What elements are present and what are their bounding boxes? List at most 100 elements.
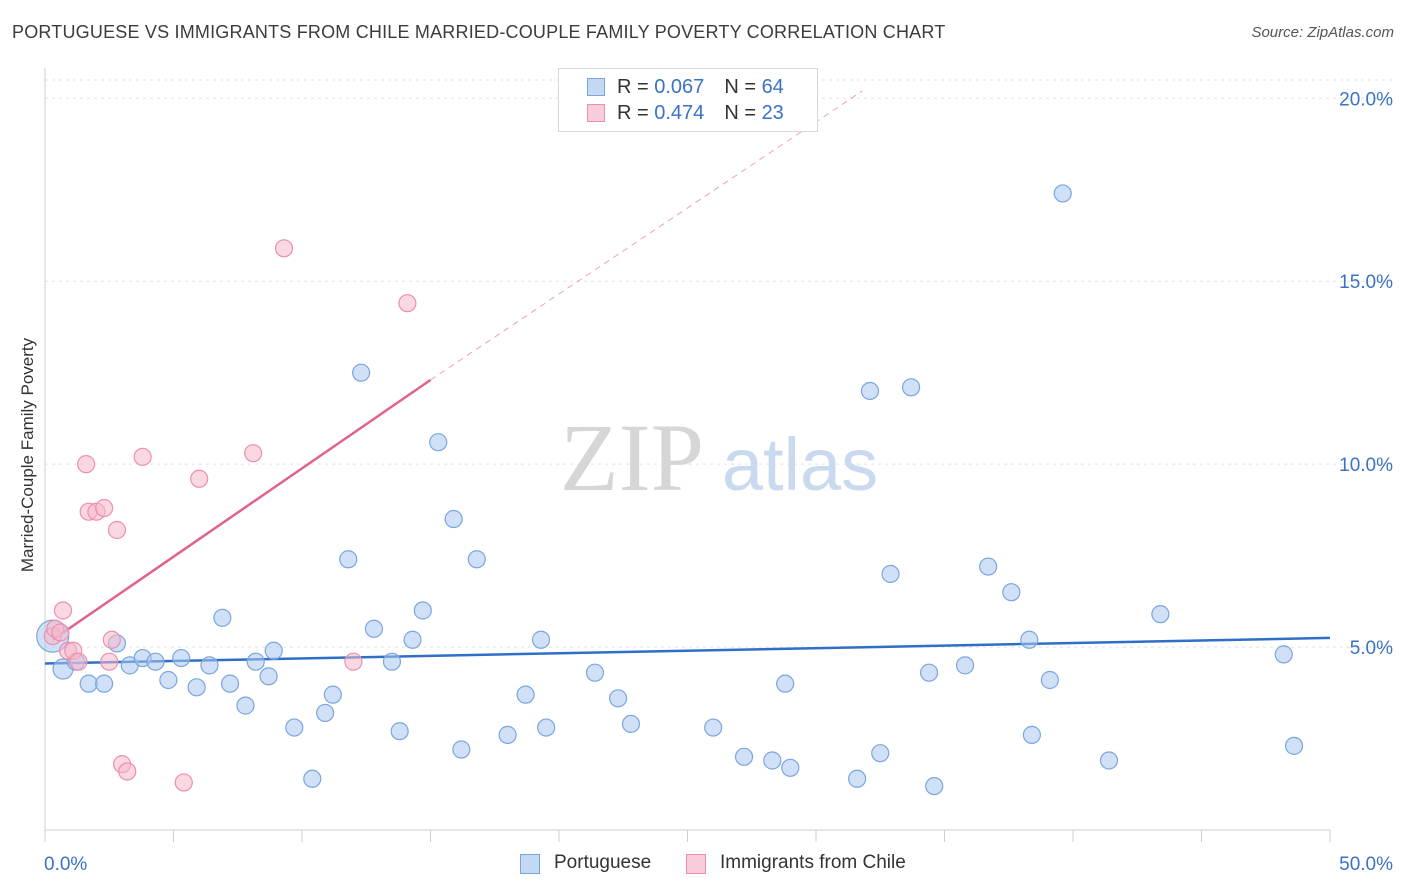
legend-n-value: 64 bbox=[761, 76, 784, 98]
point-portuguese bbox=[621, 714, 641, 734]
point-portuguese bbox=[200, 656, 219, 675]
x-tick-label: 50.0% bbox=[1339, 854, 1393, 875]
point-portuguese bbox=[498, 725, 517, 744]
point-portuguese bbox=[285, 718, 304, 737]
point-chile bbox=[190, 469, 209, 488]
point-portuguese bbox=[871, 744, 890, 763]
point-portuguese bbox=[979, 557, 998, 576]
point-portuguese bbox=[704, 718, 723, 737]
point-chile bbox=[77, 455, 96, 474]
gridlines bbox=[45, 79, 1392, 648]
trend-line-chile bbox=[52, 378, 432, 641]
point-portuguese bbox=[1284, 736, 1304, 755]
point-portuguese bbox=[364, 619, 384, 638]
point-chile bbox=[398, 294, 417, 313]
point-chile bbox=[69, 652, 88, 671]
point-chile bbox=[244, 444, 263, 463]
y-axis-label: Married-Couple Family Poverty bbox=[18, 337, 37, 573]
point-portuguese bbox=[516, 685, 535, 704]
point-portuguese bbox=[429, 433, 448, 452]
point-portuguese bbox=[776, 674, 795, 693]
bottom-legend-label: Immigrants from Chile bbox=[720, 852, 906, 873]
trend-lines bbox=[44, 90, 1331, 665]
point-portuguese bbox=[1022, 725, 1041, 744]
y-tick-labels: 5.0% 10.0% 15.0% 20.0% bbox=[1339, 89, 1393, 659]
trend-line-portuguese bbox=[44, 636, 1331, 665]
point-chile bbox=[95, 498, 114, 518]
point-chile bbox=[107, 520, 127, 540]
legend-r-label: R = bbox=[617, 76, 655, 98]
point-portuguese bbox=[452, 740, 471, 759]
point-portuguese bbox=[609, 689, 628, 708]
point-portuguese bbox=[848, 769, 867, 788]
chart-title: PORTUGUESE VS IMMIGRANTS FROM CHILE MARR… bbox=[12, 22, 946, 42]
legend-swatch-blue bbox=[587, 78, 605, 96]
point-portuguese bbox=[1020, 630, 1039, 649]
point-chile bbox=[53, 601, 73, 620]
point-portuguese bbox=[467, 550, 486, 569]
point-chile bbox=[118, 762, 137, 781]
watermark-zip: ZIP bbox=[560, 404, 704, 511]
point-portuguese bbox=[585, 663, 605, 682]
bottom-legend-swatch-blue bbox=[520, 854, 540, 874]
point-portuguese bbox=[531, 630, 551, 649]
point-portuguese bbox=[919, 663, 939, 682]
trend-line-chile-extension bbox=[430, 90, 863, 381]
watermark: ZIP atlas bbox=[560, 404, 878, 511]
bottom-legend-swatch-pink bbox=[686, 854, 706, 874]
point-portuguese bbox=[303, 769, 322, 788]
point-portuguese bbox=[390, 722, 409, 741]
x-tick-labels: 0.0% 50.0% bbox=[44, 854, 1393, 875]
point-portuguese bbox=[323, 685, 342, 704]
point-portuguese bbox=[213, 608, 232, 627]
bottom-legend-label: Portuguese bbox=[554, 852, 652, 873]
point-portuguese bbox=[537, 718, 556, 737]
legend-r-label: R = bbox=[617, 102, 655, 124]
point-portuguese bbox=[159, 670, 178, 690]
point-portuguese bbox=[146, 652, 165, 671]
source-label: Source: ZipAtlas.com bbox=[1251, 24, 1394, 41]
legend: R = 0.067 N = 64 R = 0.474 N = 23 bbox=[558, 68, 818, 132]
point-portuguese bbox=[413, 601, 432, 620]
point-portuguese bbox=[1002, 583, 1021, 602]
point-portuguese bbox=[264, 641, 283, 660]
point-portuguese bbox=[763, 751, 782, 770]
point-chile bbox=[344, 652, 363, 671]
point-portuguese bbox=[925, 776, 944, 796]
data-points bbox=[36, 184, 1304, 796]
point-portuguese bbox=[860, 381, 880, 401]
legend-swatch-pink bbox=[587, 104, 605, 122]
point-portuguese bbox=[382, 652, 402, 671]
point-portuguese bbox=[246, 652, 265, 671]
point-chile bbox=[174, 773, 193, 792]
point-portuguese bbox=[1151, 605, 1170, 624]
point-chile bbox=[51, 623, 70, 642]
point-portuguese bbox=[220, 674, 240, 693]
point-portuguese bbox=[1053, 184, 1072, 203]
point-chile bbox=[274, 239, 294, 258]
legend-n-label: N = bbox=[724, 76, 762, 98]
point-chile bbox=[100, 652, 119, 671]
point-portuguese bbox=[95, 674, 114, 693]
legend-r-value: 0.067 bbox=[654, 76, 705, 98]
point-portuguese bbox=[403, 630, 422, 649]
point-portuguese bbox=[236, 696, 255, 715]
legend-r-value: 0.474 bbox=[654, 102, 705, 124]
legend-n-label: N = bbox=[724, 102, 762, 124]
y-tick-label: 15.0% bbox=[1339, 272, 1393, 293]
point-chile bbox=[133, 447, 152, 466]
y-tick-label: 20.0% bbox=[1339, 89, 1393, 110]
point-portuguese bbox=[352, 363, 371, 382]
y-tick-label: 5.0% bbox=[1350, 638, 1393, 659]
axes bbox=[44, 68, 1331, 842]
point-portuguese bbox=[172, 648, 191, 668]
point-portuguese bbox=[901, 378, 921, 397]
point-portuguese bbox=[955, 656, 975, 675]
point-portuguese bbox=[339, 550, 358, 569]
point-portuguese bbox=[881, 564, 900, 584]
point-portuguese bbox=[444, 509, 463, 529]
point-portuguese bbox=[259, 667, 278, 686]
watermark-atlas: atlas bbox=[722, 423, 878, 506]
point-portuguese bbox=[734, 747, 754, 766]
